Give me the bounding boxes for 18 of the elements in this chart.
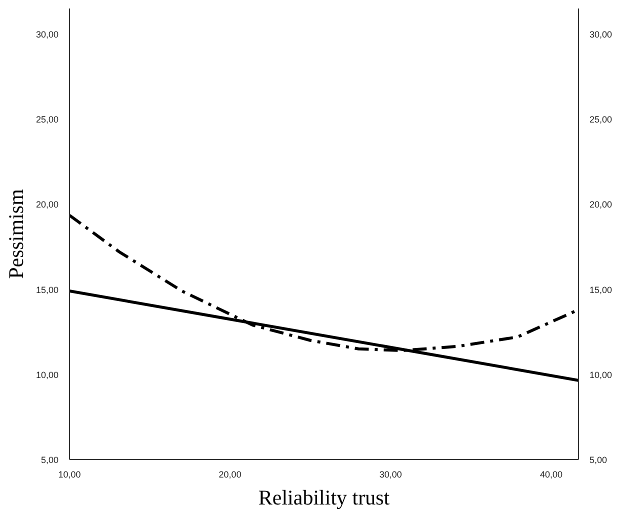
x-axis-title: Reliability trust [258,486,390,510]
y-tick-label: 15,00 [36,284,59,295]
y2-tick-label: 15,00 [590,284,612,295]
y-axis-title: Pessimism [4,189,28,279]
y-tick-label: 25,00 [36,114,59,125]
x-tick-label: 40,00 [540,470,562,480]
y-tick-label: 30,00 [36,30,59,40]
y2-tick-label: 30,00 [590,30,612,40]
y2-tick-label: 25,00 [590,114,612,125]
x-tick-label: 30,00 [379,470,402,480]
y2-tick-label: 5,00 [590,455,608,465]
y2-tick-label: 20,00 [590,200,612,210]
x-tick-label: 20,00 [218,470,242,480]
y-tick-label: 10,00 [36,370,59,380]
y-tick-label: 20,00 [36,200,59,210]
y-tick-label: 5,00 [40,455,59,465]
x-tick-label: 10,00 [58,470,81,480]
y2-tick-label: 10,00 [590,370,612,380]
